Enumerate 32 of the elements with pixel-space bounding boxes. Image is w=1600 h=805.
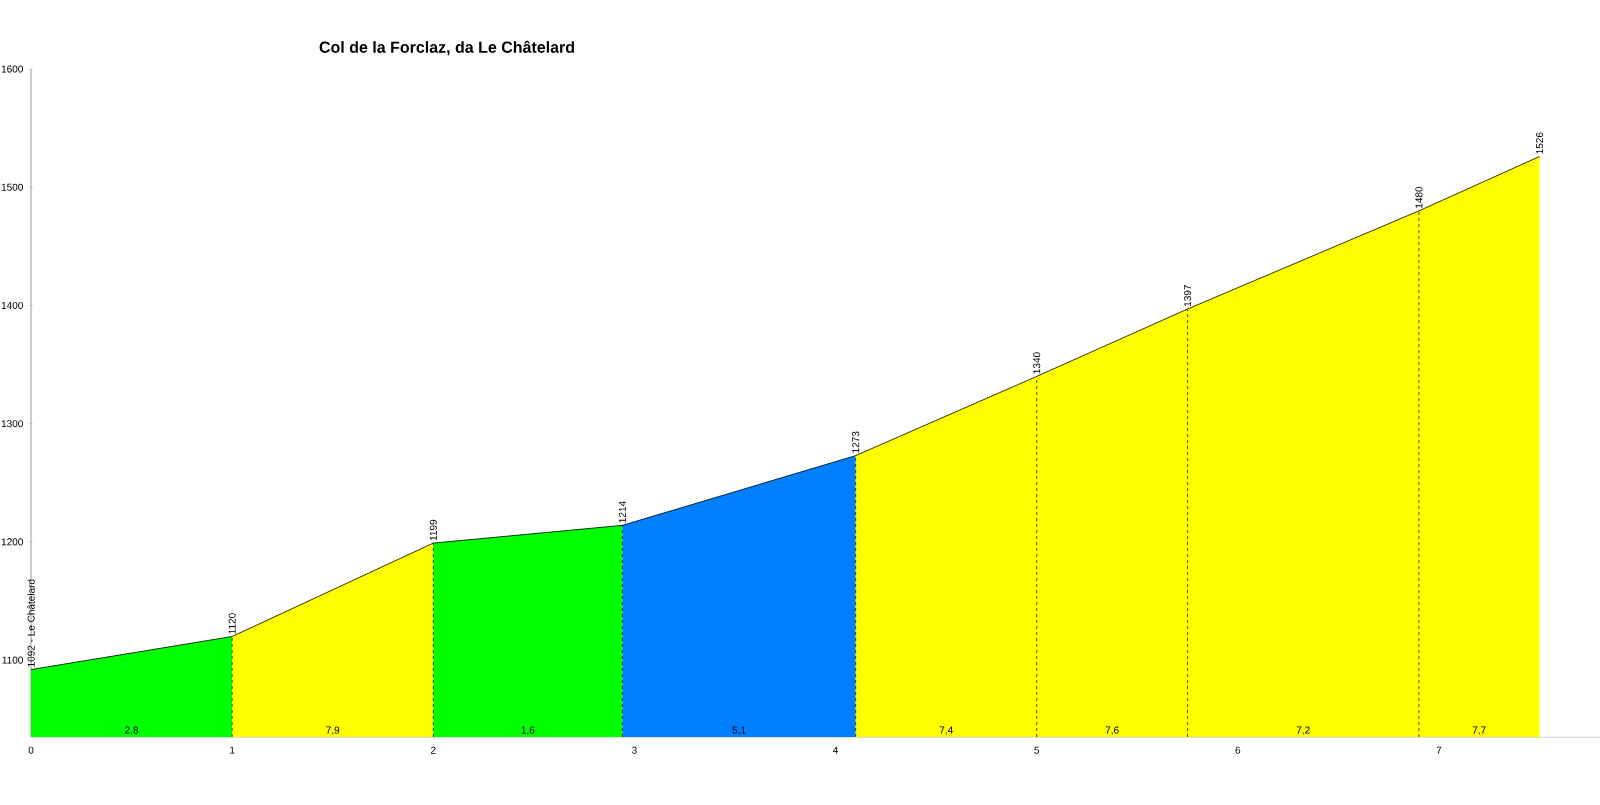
chart-title: Col de la Forclaz, da Le Châtelard: [319, 40, 574, 56]
x-tick-label: 0: [28, 746, 34, 754]
x-tick-label: 4: [833, 746, 839, 754]
x-tick-label: 5: [1034, 746, 1040, 754]
x-tick-label: 6: [1235, 746, 1241, 754]
data-label: 1480: [1415, 186, 1423, 208]
data-label: 1092 - Le Châtelard: [27, 579, 35, 667]
data-label: 1526: [1536, 132, 1544, 154]
annotation: 7,7: [1472, 726, 1486, 735]
annotation: 7,4: [939, 726, 953, 735]
annotation: 5,1: [732, 726, 746, 735]
y-tick-label: 1200: [1, 538, 23, 546]
x-tick-label: 7: [1436, 746, 1442, 754]
annotation: 7,2: [1296, 726, 1310, 735]
y-tick-label: 1100: [2, 656, 23, 664]
y-tick-label: 1600: [1, 65, 23, 73]
annotation: 1,6: [521, 726, 535, 735]
x-tick-label: 2: [431, 746, 436, 754]
data-label: 1214: [618, 501, 626, 523]
data-label: 1273: [852, 431, 860, 453]
annotation: 7,6: [1105, 726, 1119, 735]
annotation: 2,8: [125, 726, 139, 735]
data-label: 1120: [228, 613, 236, 634]
y-tick-label: 1400: [1, 301, 23, 309]
data-label: 1397: [1184, 285, 1192, 307]
data-label: 1340: [1033, 352, 1041, 374]
y-tick-label: 1500: [1, 183, 23, 191]
x-tick-label: 1: [230, 746, 235, 754]
y-tick-label: 1300: [1, 420, 23, 428]
annotation: 7,9: [326, 726, 340, 735]
data-label: 1199: [429, 519, 437, 541]
x-tick-label: 3: [632, 746, 637, 754]
